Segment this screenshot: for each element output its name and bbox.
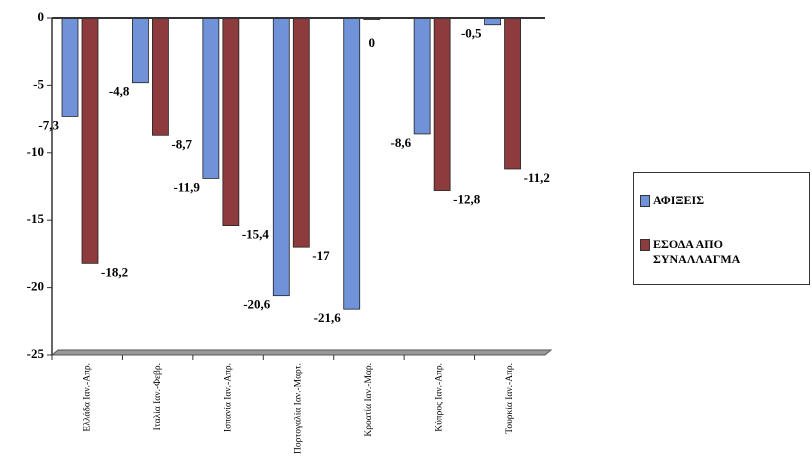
bar [272, 17, 290, 297]
value-label: -8,7 [171, 136, 192, 151]
value-label: -18,2 [101, 264, 128, 279]
bar [343, 17, 361, 310]
legend-swatch [640, 195, 650, 207]
y-tick-label: -10 [27, 144, 44, 159]
chart: 0 -5 -10 -15 -20 -25 -7,3 -4,8 -11,9 -20,6 -21,6 -8… [27, 9, 553, 454]
bar [81, 17, 99, 264]
x-tick-label: Ιταλία Ιαν.-Φεβρ. [153, 363, 163, 430]
bar [413, 17, 431, 135]
x-tick-label: Κροατία Ιαν.-Μαρ. [364, 363, 374, 437]
value-label: -15,4 [242, 227, 270, 242]
value-label: -21,6 [314, 310, 342, 325]
bar [61, 17, 79, 117]
value-label: -7,3 [38, 117, 59, 132]
value-label: -12,8 [453, 192, 481, 207]
bar [292, 17, 310, 248]
x-tick-label: Τουρκία Ιαν.-Απρ. [505, 363, 515, 434]
legend-item: ΑΦΙΞΕΙΣ [640, 193, 808, 208]
bar [433, 17, 451, 191]
y-tick-label: -25 [27, 346, 45, 361]
bar [152, 17, 169, 136]
value-label: -11,9 [173, 179, 200, 194]
value-label: 0 [368, 35, 375, 50]
bar [504, 17, 521, 170]
legend-swatch [640, 239, 650, 251]
floor [50, 349, 553, 356]
x-tick-label: Πορτογαλία Ιαν.-Μαρτ. [294, 363, 304, 454]
value-label: -20,6 [243, 297, 271, 312]
x-tick-label: Ισπανία Ιαν.-Απρ. [223, 363, 233, 432]
value-label: -4,8 [109, 84, 130, 99]
x-tick-label: Κύπρος Ιαν.-Απρ. [435, 363, 445, 432]
y-tick-label: -15 [27, 211, 45, 226]
legend-item: ΕΣΟΔΑ ΑΠΟ ΣΥΝΑΛΛΑΓΜΑ [640, 237, 808, 267]
value-label: -0,5 [461, 26, 482, 41]
legend-label: ΑΦΙΞΕΙΣ [653, 193, 705, 207]
value-label: -8,6 [391, 135, 412, 150]
bar [202, 17, 220, 179]
bar [132, 17, 149, 84]
y-tick-label: -5 [33, 76, 44, 91]
y-tick-label: -20 [27, 279, 44, 294]
x-tick-label: Ελλάδα Ιαν.-Απρ. [82, 363, 92, 432]
bar [222, 17, 240, 226]
value-label: -11,2 [524, 170, 550, 185]
legend-label: ΕΣΟΔΑ ΑΠΟ ΣΥΝΑΛΛΑΓΜΑ [653, 237, 741, 266]
legend: ΑΦΙΞΕΙΣ ΕΣΟΔΑ ΑΠΟ ΣΥΝΑΛΛΑΓΜΑ [633, 172, 810, 285]
bar [484, 17, 501, 26]
y-tick-label: 0 [38, 9, 45, 24]
value-label: -17 [312, 248, 330, 263]
